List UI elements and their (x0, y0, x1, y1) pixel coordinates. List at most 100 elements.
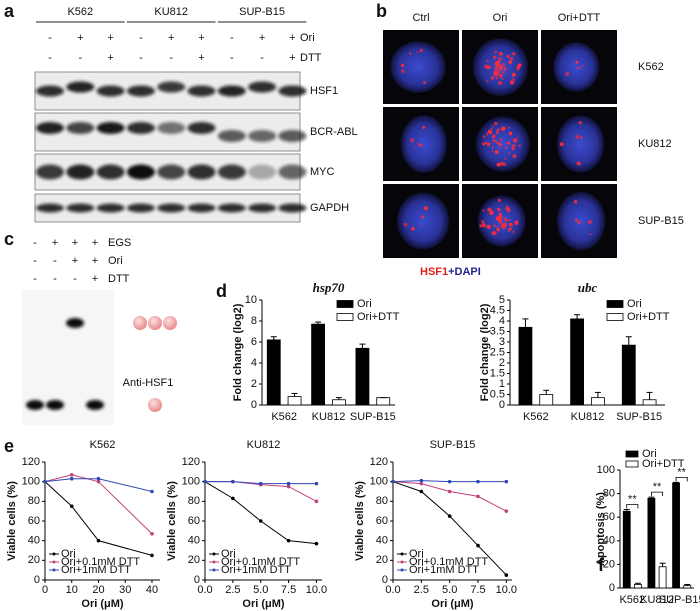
x-tick-label: K562 (619, 594, 645, 606)
treatment-sign: + (289, 32, 295, 44)
row-label: KU812 (638, 138, 672, 150)
y-tick-label: 10 (245, 294, 257, 306)
y-tick-label: 0.5 (490, 388, 505, 400)
bar (518, 326, 533, 406)
data-point (96, 538, 101, 543)
hsf1-signal (494, 149, 499, 155)
hsf1-signal (587, 220, 592, 224)
hsf1-signal (507, 228, 512, 232)
hsf1-signal (498, 73, 503, 78)
hsf1-signal (490, 76, 495, 80)
legend-marker (400, 560, 404, 564)
x-tick-label: 2.5 (225, 584, 240, 596)
hsf1-signal (496, 225, 499, 228)
hsf1-signal (494, 50, 498, 54)
hsf1-signal (486, 132, 489, 135)
data-point (286, 484, 291, 489)
y-tick-label: 20 (28, 554, 40, 566)
y-tick-label: 80 (28, 495, 40, 507)
x-tick-label: K562 (271, 411, 297, 423)
y-tick-label: 40 (376, 535, 388, 547)
x-tick-label: 5.0 (253, 584, 268, 596)
data-point (150, 489, 154, 494)
hsf1-signal (488, 209, 491, 212)
series-line (44, 481, 153, 556)
treatment-sign: - (169, 52, 173, 64)
hsf1-signal (494, 140, 497, 143)
y-tick-label: 80 (188, 495, 200, 507)
x-axis-label: Ori (μM) (81, 598, 124, 610)
legend-marker (212, 568, 216, 572)
hsf1-signal (512, 154, 517, 159)
stain-part: HSF1 (420, 266, 448, 278)
hsf1-signal (508, 152, 511, 155)
blot-band (187, 203, 216, 213)
bar (376, 397, 391, 406)
hsf1-signal (497, 218, 500, 221)
treatment-sign: - (230, 52, 234, 64)
hsf1-signal (507, 141, 511, 145)
data-point (286, 538, 291, 543)
hsf1-signal (504, 66, 506, 69)
hsf1-signal (576, 66, 580, 69)
hsf1-signal (502, 78, 504, 80)
hsf1-signal (420, 224, 423, 227)
error-bar (659, 562, 666, 567)
blot-band (248, 81, 277, 93)
hsf1-signal (578, 120, 583, 125)
legend-label: Ori+0.1mM DTT (61, 556, 140, 568)
x-tick-label: 10 (66, 584, 78, 596)
x-tick-label: SUP-B15 (659, 594, 700, 606)
data-point (150, 553, 154, 558)
hsf1-signal (482, 142, 485, 146)
hsf1-signal (514, 220, 519, 225)
data-point (150, 531, 154, 536)
y-tick-label: 2 (499, 357, 505, 369)
nucleus (557, 115, 605, 173)
blot-band (86, 400, 104, 410)
hsf1-signal (491, 231, 496, 236)
nucleus (400, 115, 447, 173)
data-point (258, 481, 263, 486)
nucleus (557, 192, 606, 250)
data-point (504, 509, 509, 513)
legend-marker (400, 568, 404, 572)
y-tick-label: 100 (22, 476, 40, 488)
x-tick-label: 10.0 (306, 584, 327, 596)
nucleus (390, 41, 446, 93)
data-point (447, 479, 452, 484)
data-point (391, 479, 395, 484)
treatment-sign: - (53, 273, 57, 285)
hsf1-signal (504, 146, 508, 150)
bar (287, 396, 302, 406)
y-tick-label: 3 (499, 336, 505, 348)
hsf1-signal (518, 63, 522, 67)
y-axis-label: Viable cells (%) (354, 481, 366, 561)
x-axis-label: Ori (μM) (242, 598, 285, 610)
blot-band (36, 164, 64, 180)
bar (634, 584, 642, 589)
data-point (447, 514, 452, 518)
x-tick-label: KU812 (640, 594, 674, 606)
y-tick-label: 20 (376, 554, 388, 566)
hsf1-signal (497, 198, 501, 202)
hsf1-signal (497, 141, 500, 143)
hsf1-signal (500, 219, 503, 222)
legend-marker (400, 552, 404, 556)
bar (621, 344, 636, 406)
legend-label: Ori+0.1mM DTT (221, 556, 300, 568)
x-tick-label: 0.0 (197, 584, 212, 596)
x-tick-label: KU812 (312, 411, 346, 423)
x-tick-label: K562 (523, 411, 549, 423)
y-tick-label: 2 (251, 378, 257, 390)
column-header: Ori+DTT (558, 12, 601, 24)
hsf1-signal (505, 205, 510, 210)
x-axis-label: Ori (μM) (431, 598, 474, 610)
treatment-sign: + (259, 32, 265, 44)
blot-band (187, 164, 216, 180)
hsf1-signal (501, 126, 506, 131)
chart-title: KU812 (247, 439, 281, 451)
legend-label: Ori (357, 298, 372, 310)
y-tick-label: 4 (251, 357, 257, 369)
